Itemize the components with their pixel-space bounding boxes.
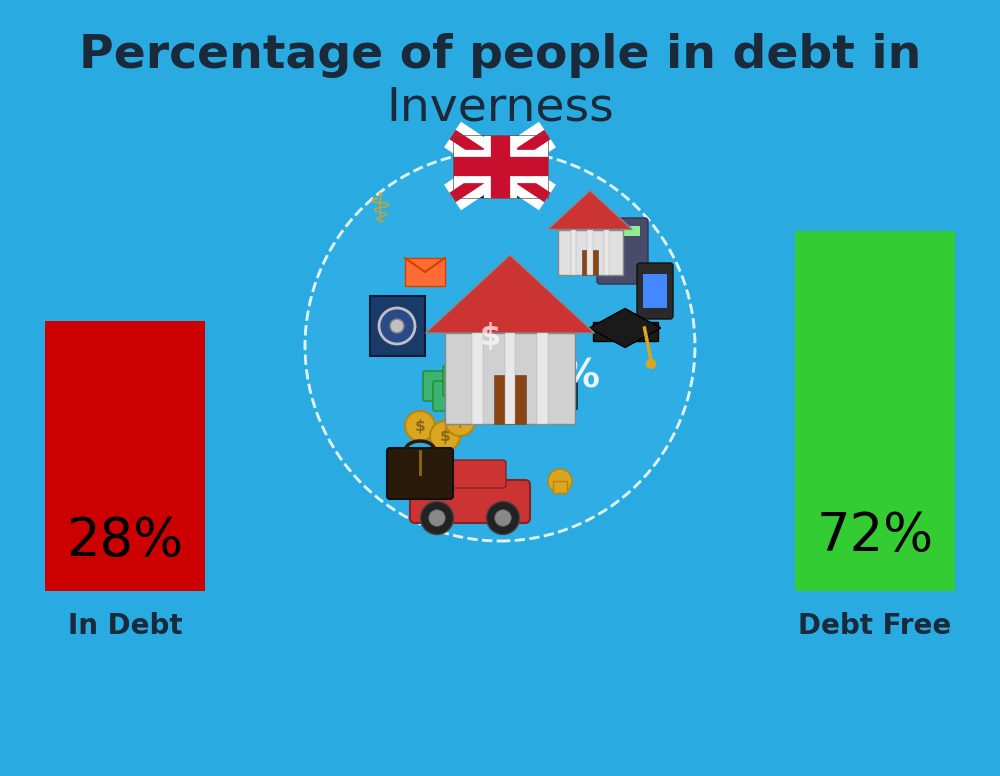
Polygon shape (548, 190, 632, 230)
FancyBboxPatch shape (443, 366, 497, 396)
Bar (795, 231, 955, 591)
Text: 28%: 28% (66, 515, 184, 567)
Text: Percentage of people in debt in: Percentage of people in debt in (79, 33, 921, 78)
FancyBboxPatch shape (423, 371, 477, 401)
Bar (494, 375, 526, 424)
Bar (553, 481, 567, 493)
Polygon shape (426, 255, 594, 333)
FancyBboxPatch shape (434, 460, 506, 488)
Circle shape (305, 151, 695, 541)
Circle shape (548, 469, 572, 493)
Text: Debt Free: Debt Free (798, 612, 952, 640)
Bar (45, 321, 205, 591)
Bar (582, 251, 598, 275)
Text: In Debt: In Debt (68, 612, 182, 640)
FancyBboxPatch shape (433, 381, 487, 411)
Bar (558, 230, 622, 275)
Circle shape (405, 411, 435, 441)
Bar (537, 333, 548, 424)
Text: %: % (560, 357, 600, 395)
Bar (452, 134, 548, 198)
Polygon shape (589, 309, 661, 348)
Bar (370, 296, 425, 356)
Bar (505, 333, 515, 424)
Text: ⚕: ⚕ (369, 190, 391, 232)
Bar (452, 134, 548, 198)
Circle shape (430, 421, 460, 451)
Bar (571, 230, 576, 275)
Circle shape (429, 510, 445, 526)
FancyBboxPatch shape (387, 448, 453, 499)
Bar (445, 333, 575, 424)
Bar (643, 274, 667, 308)
Text: Inverness: Inverness (386, 85, 614, 130)
Text: $: $ (455, 414, 465, 428)
Bar (587, 230, 593, 275)
Circle shape (646, 359, 656, 369)
Text: $: $ (479, 321, 501, 351)
Text: $: $ (415, 418, 425, 434)
FancyBboxPatch shape (405, 258, 445, 286)
Text: 🔑: 🔑 (561, 382, 579, 411)
Text: $: $ (440, 428, 450, 444)
Circle shape (379, 308, 415, 344)
Bar (604, 230, 609, 275)
Circle shape (420, 501, 454, 535)
Text: $: $ (454, 387, 466, 405)
Bar (472, 333, 483, 424)
Circle shape (445, 406, 475, 436)
FancyBboxPatch shape (410, 480, 530, 523)
Text: $: $ (444, 377, 456, 395)
Circle shape (495, 510, 511, 526)
Circle shape (390, 319, 404, 333)
FancyBboxPatch shape (637, 263, 673, 319)
Text: 72%: 72% (816, 510, 934, 562)
Circle shape (486, 501, 520, 535)
Bar (592, 321, 658, 341)
Bar (605, 226, 640, 236)
Text: $: $ (464, 372, 476, 390)
FancyBboxPatch shape (597, 218, 648, 284)
